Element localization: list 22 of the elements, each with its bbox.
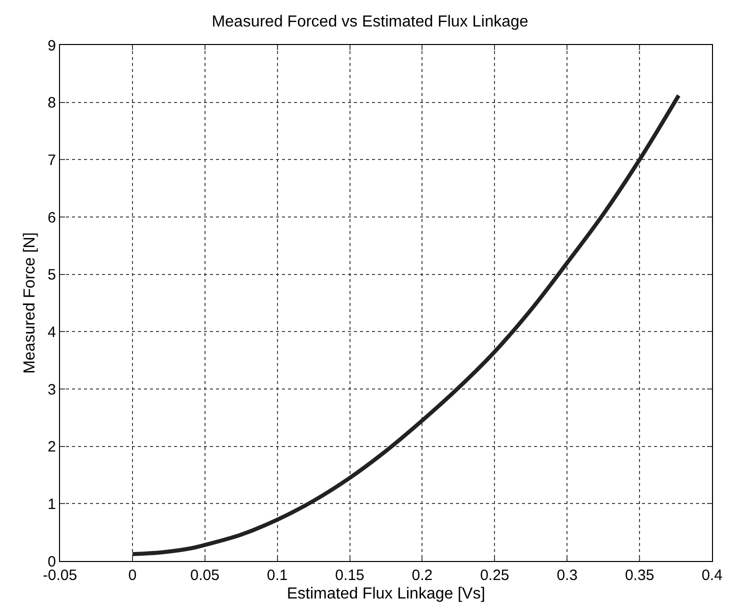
x-tick-label: 0 [128,567,137,584]
x-tick-label: 0.2 [412,567,433,584]
x-tick-label: 0.15 [335,567,364,584]
x-axis-title: Estimated Flux Linkage [Vs] [286,586,486,603]
x-tick-label: 0.1 [266,567,288,584]
y-tick-label: 2 [48,438,56,456]
y-tick-label: 8 [48,94,56,112]
y-tick-label: 6 [48,209,56,226]
x-tick-label: 0.4 [702,567,722,584]
y-tick-label: 7 [48,152,56,169]
x-tick-label: 0.35 [624,567,654,584]
y-tick-label: 1 [48,496,56,513]
chart-title: Measured Forced vs Estimated Flux Linkage [212,13,528,30]
y-tick-label: 5 [48,266,56,284]
y-axis-title: Measured Force [N] [22,232,39,374]
x-tick-label: 0.05 [190,567,220,584]
line-series [130,93,681,556]
y-tick-label: 4 [48,324,56,341]
y-tick-label: 9 [48,37,56,54]
y-tick-label: 3 [48,381,56,398]
x-tick-label: 0.25 [480,567,510,584]
x-tick-label: 0.3 [556,567,578,584]
